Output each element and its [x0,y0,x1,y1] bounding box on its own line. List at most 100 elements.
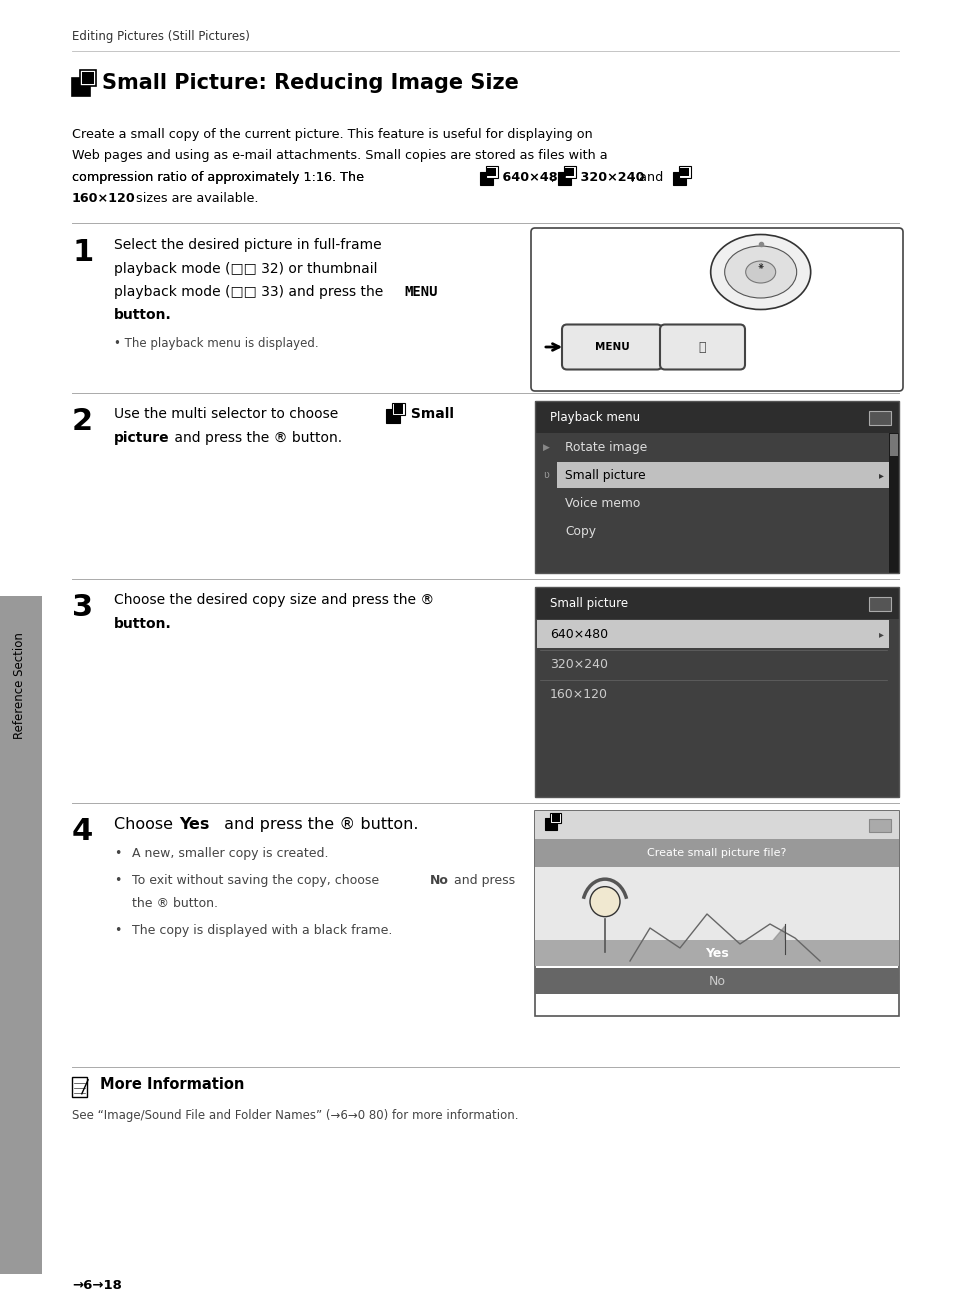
Text: Copy: Copy [564,524,596,537]
Text: 2: 2 [71,407,93,436]
Text: playback mode (□□ 32) or thumbnail: playback mode (□□ 32) or thumbnail [113,261,377,276]
Text: Web pages and using as e-mail attachments. Small copies are stored as files with: Web pages and using as e-mail attachment… [71,150,607,163]
Bar [386,409,399,423]
Bar [557,461,890,489]
Text: compression ratio of approximately 1:16. The: compression ratio of approximately 1:16.… [71,171,368,184]
Bar [535,434,898,573]
Text: picture: picture [113,431,170,444]
Text: button.: button. [113,616,172,631]
Bar [71,1077,88,1097]
Text: button.: button. [113,309,172,322]
Text: Rotate image: Rotate image [564,440,646,453]
Text: the ® button.: the ® button. [132,896,218,909]
Text: ⁕: ⁕ [756,261,764,272]
Text: ▸: ▸ [878,629,882,639]
Text: Editing Pictures (Still Pictures): Editing Pictures (Still Pictures) [71,30,250,43]
Text: •: • [113,874,121,887]
Ellipse shape [710,234,810,310]
Ellipse shape [745,261,775,283]
Text: •: • [113,846,121,859]
Bar [485,166,497,177]
Bar [544,819,557,830]
Bar [679,168,688,176]
Bar [392,402,404,415]
Text: Playback menu: Playback menu [550,410,639,423]
Text: , and: , and [630,171,662,184]
Text: Use the multi selector to choose: Use the multi selector to choose [113,407,342,420]
Text: →6→18: →6→18 [71,1279,122,1292]
Text: ▸: ▸ [878,470,882,480]
Bar [535,811,898,1016]
Text: ,: , [550,171,554,184]
Text: More Information: More Information [100,1077,244,1092]
Text: MENU: MENU [594,342,629,352]
Bar [535,940,898,966]
Bar [565,168,574,176]
Bar [563,166,575,177]
Text: playback mode (□□ 33) and press the: playback mode (□□ 33) and press the [113,285,387,300]
Text: The copy is displayed with a black frame.: The copy is displayed with a black frame… [132,924,392,937]
Text: Choose the desired copy size and press the ®: Choose the desired copy size and press t… [113,593,434,607]
Text: A new, smaller copy is created.: A new, smaller copy is created. [132,846,328,859]
Bar [71,78,90,96]
Bar [535,401,898,434]
Text: 160×120: 160×120 [71,192,135,205]
Bar [868,411,890,424]
Bar [868,819,890,832]
Text: See “Image/Sound File and Folder Names” (→6→0 80) for more information.: See “Image/Sound File and Folder Names” … [71,1109,518,1122]
Text: ⛽: ⛽ [698,340,705,353]
Bar [888,434,898,573]
Text: and press: and press [450,874,515,887]
Text: Small: Small [406,407,454,420]
Bar [487,168,496,176]
Text: Voice memo: Voice memo [564,497,639,510]
Bar [535,840,898,867]
Text: To exit without saving the copy, choose: To exit without saving the copy, choose [132,874,383,887]
Text: sizes are available.: sizes are available. [132,192,258,205]
Text: • The playback menu is displayed.: • The playback menu is displayed. [113,336,318,350]
Text: •: • [113,924,121,937]
Bar [550,812,560,824]
Text: MENU: MENU [403,285,437,300]
Bar [535,968,898,993]
Bar [672,172,685,185]
Text: 160×120: 160×120 [550,687,607,700]
Text: Select the desired picture in full-frame: Select the desired picture in full-frame [113,238,381,252]
Bar [558,172,571,185]
FancyBboxPatch shape [561,325,661,369]
Bar [479,172,493,185]
Text: 320×240: 320×240 [576,171,644,184]
Text: No: No [430,874,449,887]
Bar [80,70,96,87]
Text: Yes: Yes [179,817,209,832]
Circle shape [589,887,619,917]
Ellipse shape [724,246,796,298]
FancyBboxPatch shape [531,229,902,392]
Text: 1: 1 [71,238,93,267]
Bar [82,72,94,84]
Text: Yes: Yes [704,946,728,959]
Bar [535,587,898,798]
Text: ▶: ▶ [542,443,549,452]
Text: and press the ® button.: and press the ® button. [219,817,418,832]
Text: Create a small copy of the current picture. This feature is useful for displayin: Create a small copy of the current pictu… [71,127,592,141]
Bar [535,587,898,619]
Bar [679,166,690,177]
Bar [552,815,559,821]
Bar [394,405,403,414]
Polygon shape [769,926,784,943]
Bar [535,811,898,840]
Bar [889,434,897,456]
Bar [537,620,888,648]
Bar [0,597,42,1275]
Bar [535,401,898,573]
FancyBboxPatch shape [659,325,744,369]
Text: Small picture: Small picture [550,597,627,610]
Text: Reference Section: Reference Section [13,632,27,738]
Text: Small Picture: Reducing Image Size: Small Picture: Reducing Image Size [102,74,518,93]
Text: 4: 4 [71,817,93,846]
Text: Create small picture file?: Create small picture file? [647,848,786,858]
Bar [535,619,898,798]
Text: ʋ: ʋ [542,470,548,480]
Text: Choose: Choose [113,817,178,832]
